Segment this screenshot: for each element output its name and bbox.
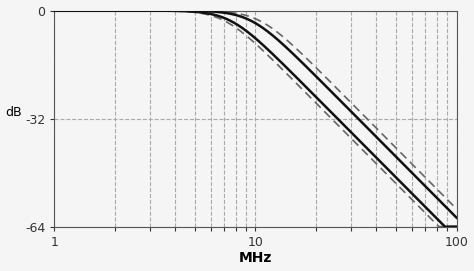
X-axis label: MHz: MHz [239, 251, 272, 265]
Y-axis label: dB: dB [6, 106, 22, 119]
